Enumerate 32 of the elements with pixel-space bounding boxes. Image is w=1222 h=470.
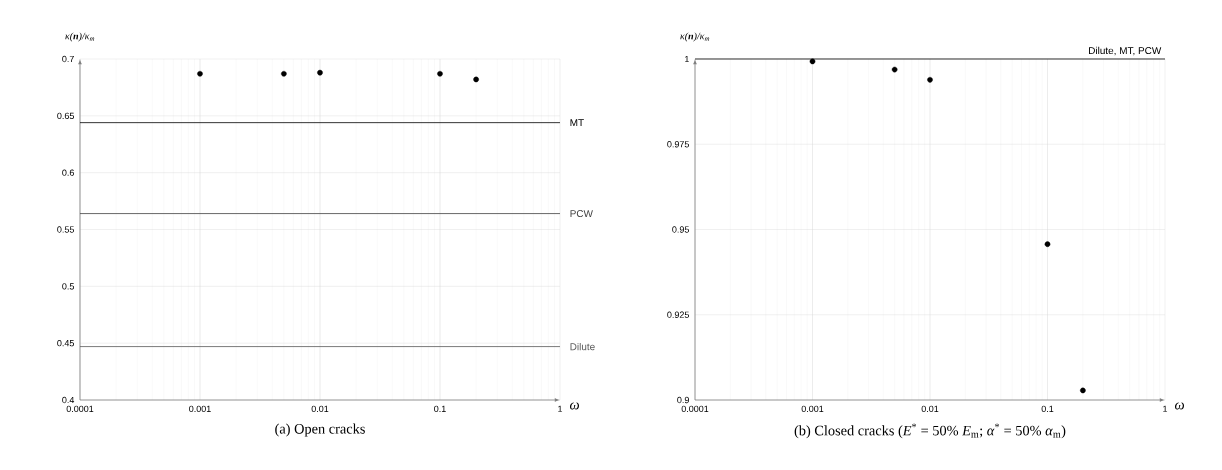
y-tick-label: 0.65 [57, 112, 74, 120]
y-tick-label: 0.9 [677, 396, 689, 404]
x-tick-label: 0.01 [921, 405, 939, 412]
chart-title: (b) Closed cracks (E$^{*}$ = 50% E$_{m}$; α$^{*}$ = 50% α$_{m}$) [794, 423, 1066, 439]
ref-line-label: Dilute [570, 342, 595, 351]
y-tick-label: 0.925 [667, 311, 689, 318]
y-axis-title: κ(n)/κ$_{m}$ [680, 32, 710, 42]
x-tick-label: 0.1 [1041, 405, 1054, 412]
ref-line-label: PCW [570, 210, 593, 218]
x-tick-label: 0.001 [801, 405, 824, 412]
x-axis-title: ω [1174, 402, 1185, 410]
y-tick-label: 0.7 [62, 55, 74, 63]
x-tick-label: 0.001 [189, 405, 211, 412]
y-tick-label: 0.4 [62, 396, 75, 404]
y-tick-label: 0.5 [62, 283, 74, 290]
y-axis-title: κ(n)/κ$_{m}$ [65, 32, 95, 42]
y-tick-label: 1 [685, 55, 689, 63]
ref-line-label: MT [570, 119, 584, 127]
y-tick-label: 0.95 [672, 226, 689, 233]
x-tick-label: 0.1 [434, 405, 446, 412]
x-tick-label: 1 [558, 405, 563, 412]
text: (a) Open cracks [275, 423, 365, 437]
x-tick-label: 0.01 [311, 405, 329, 412]
y-tick-label: 0.55 [57, 226, 74, 233]
x-tick-label: 0.0001 [66, 405, 94, 412]
x-tick-label: 1 [1163, 405, 1168, 412]
x-tick-label: 0.0001 [681, 405, 709, 412]
x-axis-title: ω [569, 402, 580, 410]
y-tick-label: 0.45 [57, 339, 74, 347]
y-tick-label: 0.975 [667, 141, 689, 148]
y-tick-label: 0.6 [62, 169, 74, 176]
ref-line-label: Dilute, MT, PCW [1089, 46, 1162, 56]
